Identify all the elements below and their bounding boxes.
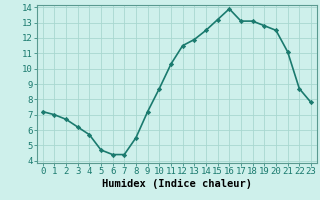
X-axis label: Humidex (Indice chaleur): Humidex (Indice chaleur) xyxy=(102,179,252,189)
